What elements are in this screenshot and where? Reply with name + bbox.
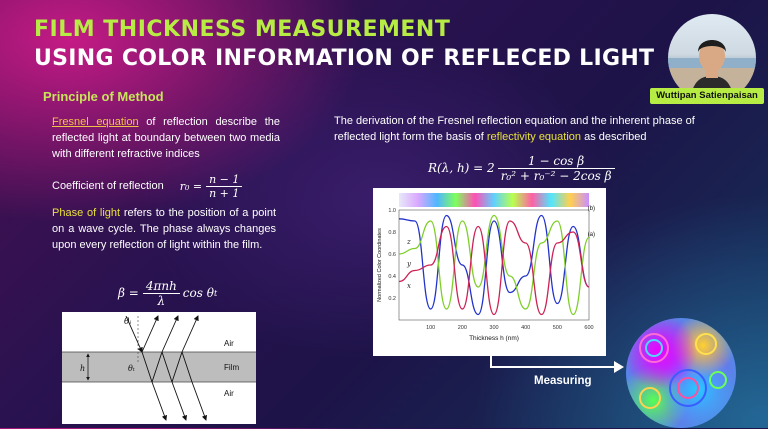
chart-svg: 100 200 300 400 500 600 0.2 0.4 0.6 0.8 1.0 Thickne… xyxy=(377,193,595,342)
R-lhs: R(λ, h) = 2 xyxy=(428,161,495,175)
r0-lhs: r₀ = xyxy=(179,179,203,193)
interference-sphere-image xyxy=(626,318,736,428)
beta-lhs: β = xyxy=(118,286,139,300)
y-tick-label: 0.8 xyxy=(388,230,396,236)
series-line-y xyxy=(398,214,590,316)
r0-denominator: n + 1 xyxy=(209,186,240,200)
y-tick-label: 0.4 xyxy=(388,274,396,280)
y-tick-label: 0.2 xyxy=(388,296,396,302)
y-axis-label: Normalized Color Coordinates xyxy=(377,228,383,302)
air-top-label: Air xyxy=(224,339,234,348)
series-label-x: x xyxy=(407,282,411,290)
beta-denominator: λ xyxy=(157,293,166,308)
reflectivity-formula: R(λ, h) = 2 1 − cos β r₀² + r₀⁻² − 2cos … xyxy=(428,151,615,185)
x-tick-label: 400 xyxy=(521,325,530,331)
coefficient-formula: Coefficient of reflection r₀ = n − 1 n +… xyxy=(52,169,243,203)
series-line-z xyxy=(398,214,590,316)
y-tick-label: 1.0 xyxy=(388,208,396,214)
derivation-text-2: as described xyxy=(581,131,647,143)
phase-paragraph: Phase of light refers to the position of… xyxy=(52,205,276,253)
series-line-x xyxy=(398,220,590,316)
series-label-y: y xyxy=(406,260,412,268)
beta-numerator: 4πnh xyxy=(142,279,180,294)
x-axis-label: Thickness h (nm) xyxy=(469,335,519,342)
r0-numerator: n − 1 xyxy=(206,173,243,187)
x-tick-label: 300 xyxy=(489,325,498,331)
x-tick-label: 600 xyxy=(584,325,593,331)
coefficient-label: Coefficient of reflection xyxy=(52,180,164,192)
film-layer xyxy=(62,352,256,382)
theta-incident-label: θᵢ xyxy=(124,317,131,327)
derivation-term: reflectivity equation xyxy=(486,131,582,143)
measuring-arrow-head-icon xyxy=(614,361,624,373)
air-bottom-label: Air xyxy=(224,389,234,398)
y-tick-label: 0.6 xyxy=(388,252,396,258)
R-denominator: r₀² + r₀⁻² − 2cos β xyxy=(500,168,612,183)
measuring-arrow-line xyxy=(490,366,618,368)
beta-fraction: 4πnh λ xyxy=(142,279,180,308)
panel-label-b: (b) xyxy=(588,206,595,212)
x-tick-label: 200 xyxy=(458,325,467,331)
plot-frame xyxy=(398,209,590,321)
title-line-2: USING COLOR INFORMATION OF REFLECED LIGH… xyxy=(34,46,655,71)
fresnel-text: of reflection describe the reflected lig… xyxy=(52,116,280,160)
r0-fraction: n − 1 n + 1 xyxy=(206,173,243,200)
film-diagram-svg: θᵢ Air Film h θₜ Air xyxy=(62,315,256,421)
presenter-name-badge: Wuttipan Satienpaisan xyxy=(650,88,764,104)
film-diagram: θᵢ Air Film h θₜ Air xyxy=(62,312,256,424)
fresnel-paragraph: Fresnel equation of reflection describe … xyxy=(52,114,280,162)
beta-rhs: cos θ xyxy=(182,286,214,300)
beta-rhs-sub: t xyxy=(213,288,218,298)
title-line-1: FILM THICKNESS MEASUREMENT xyxy=(34,17,451,42)
measuring-label: Measuring xyxy=(534,375,592,387)
derivation-paragraph: The derivation of the Fresnel reflection… xyxy=(334,113,706,145)
section-title: Principle of Method xyxy=(43,89,164,104)
x-tick-label: 100 xyxy=(426,325,435,331)
derivation-text-1: The derivation of the Fresnel reflection… xyxy=(334,115,695,143)
x-tick-label: 500 xyxy=(553,325,562,331)
R-fraction: 1 − cos β r₀² + r₀⁻² − 2cos β xyxy=(497,154,615,183)
series-label-z: z xyxy=(406,238,411,246)
theta-film-label: θₜ xyxy=(128,364,135,373)
phase-text: refers to the position of a point on a w… xyxy=(52,207,276,251)
spectrum-bar xyxy=(399,193,589,207)
h-label: h xyxy=(80,364,85,373)
film-label: Film xyxy=(224,363,239,372)
phase-term: Phase of light xyxy=(52,207,121,219)
measuring-arrow-stem xyxy=(490,352,492,368)
R-numerator: 1 − cos β xyxy=(497,154,615,169)
interference-pattern-icon xyxy=(639,333,727,409)
panel-label-a: (a) xyxy=(588,232,595,238)
color-coordinate-chart: 100 200 300 400 500 600 0.2 0.4 0.6 0.8 1.0 Thickne… xyxy=(373,188,606,356)
fresnel-term: Fresnel equation xyxy=(52,116,139,128)
